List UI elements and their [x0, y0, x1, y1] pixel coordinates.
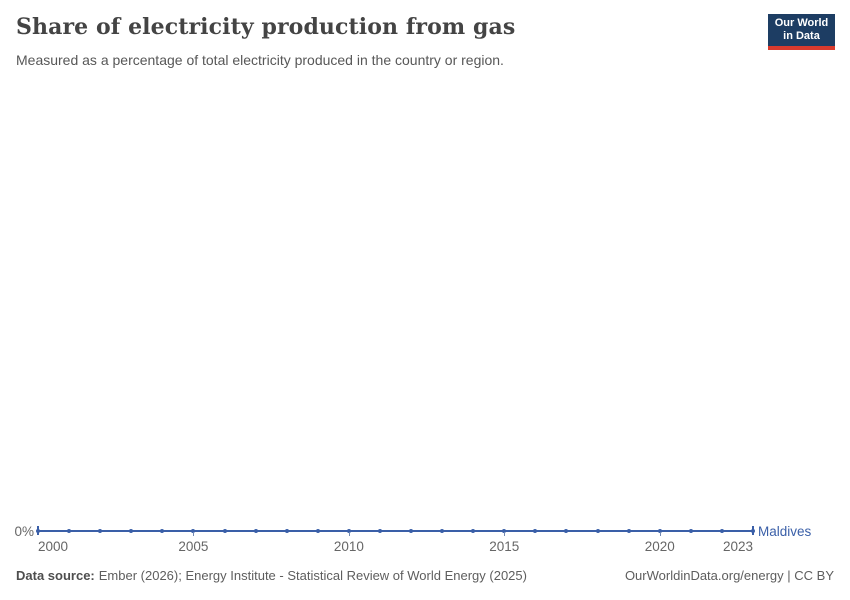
- page-subtitle: Measured as a percentage of total electr…: [16, 52, 504, 68]
- owid-logo[interactable]: Our World in Data: [768, 14, 835, 50]
- x-axis-tick-label: 2015: [489, 539, 520, 554]
- x-axis-tick: [659, 532, 661, 536]
- data-point[interactable]: [253, 529, 258, 533]
- data-point[interactable]: [377, 529, 382, 533]
- data-point[interactable]: [564, 529, 569, 533]
- data-point[interactable]: [36, 529, 40, 533]
- data-point[interactable]: [222, 529, 227, 533]
- data-point[interactable]: [160, 529, 165, 533]
- data-source: Data source: Ember (2026); Energy Institu…: [16, 568, 527, 583]
- data-source-text: Ember (2026); Energy Institute - Statist…: [98, 568, 527, 583]
- data-point[interactable]: [98, 529, 103, 533]
- y-axis-zero-label: 0%: [14, 524, 34, 539]
- data-point[interactable]: [67, 529, 72, 533]
- x-axis-tick: [348, 532, 350, 536]
- logo-line1: Our World: [774, 16, 829, 29]
- data-point[interactable]: [595, 529, 600, 533]
- data-point[interactable]: [129, 529, 134, 533]
- chart-footer: Data source: Ember (2026); Energy Institu…: [16, 568, 834, 583]
- page-title: Share of electricity production from gas: [16, 14, 516, 40]
- x-axis-tick: [504, 532, 506, 536]
- data-point[interactable]: [346, 529, 351, 533]
- data-point[interactable]: [502, 529, 507, 533]
- series-line-maldives[interactable]: [38, 530, 753, 532]
- x-axis-tick-label: 2020: [644, 539, 675, 554]
- data-point[interactable]: [409, 529, 414, 533]
- x-axis-tick: [193, 532, 195, 536]
- data-point[interactable]: [471, 529, 476, 533]
- x-axis-tick-label: 2010: [333, 539, 364, 554]
- x-axis-tick-label: 2000: [38, 539, 69, 554]
- data-point[interactable]: [688, 529, 693, 533]
- footer-credit-link[interactable]: OurWorldinData.org/energy | CC BY: [624, 568, 834, 583]
- data-point[interactable]: [751, 529, 755, 533]
- data-point[interactable]: [533, 529, 538, 533]
- data-point[interactable]: [626, 529, 631, 533]
- data-point[interactable]: [657, 529, 662, 533]
- data-point[interactable]: [191, 529, 196, 533]
- data-point[interactable]: [440, 529, 445, 533]
- data-point[interactable]: [719, 529, 724, 533]
- logo-line2: in Data: [783, 30, 820, 42]
- x-axis-tick-label: 2005: [178, 539, 209, 554]
- data-point[interactable]: [315, 529, 320, 533]
- data-source-label: Data source:: [16, 568, 95, 583]
- series-label-maldives[interactable]: Maldives: [758, 524, 812, 539]
- data-point[interactable]: [284, 529, 289, 533]
- x-axis-tick-label: 2023: [722, 539, 753, 554]
